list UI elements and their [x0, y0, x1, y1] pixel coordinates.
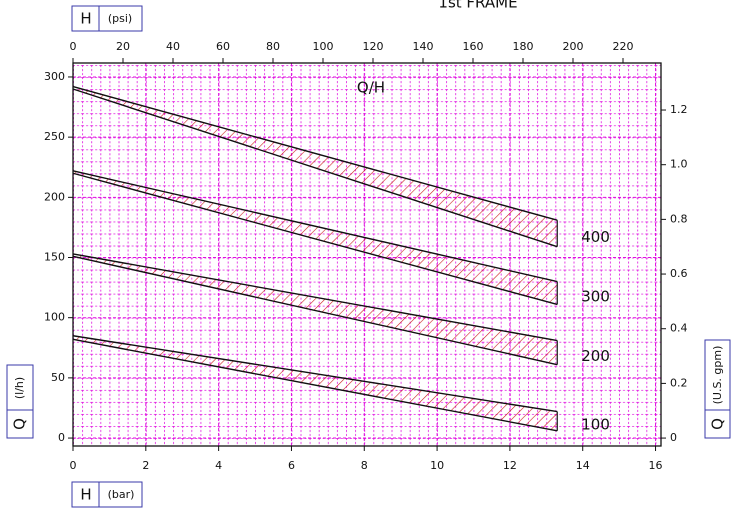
band-upper-line — [72, 253, 558, 342]
x-tick-label: 12 — [503, 459, 517, 472]
x-tick-label: 10 — [430, 459, 444, 472]
x-tick-label: 2 — [142, 459, 149, 472]
x2-tick-label: 40 — [166, 40, 180, 53]
x2-tick-label: 20 — [116, 40, 130, 53]
band-upper-line — [72, 335, 558, 413]
y-tick-label: 300 — [44, 70, 65, 83]
x2-tick-label: 80 — [266, 40, 280, 53]
x2-tick-label: 100 — [313, 40, 334, 53]
x-tick-label: 0 — [70, 459, 77, 472]
x2-label-symbol: H — [80, 10, 91, 28]
y2-label-symbol: Q — [709, 418, 727, 430]
chart-title: 1st FRAME — [438, 0, 517, 12]
y-label-box — [6, 364, 34, 439]
band-lower-line — [72, 88, 558, 248]
annotation: Q/H — [357, 79, 385, 97]
y2-tick-label: 0 — [670, 431, 677, 444]
series-label: 400 — [581, 228, 610, 246]
y2-label-unit: (U.S. gpm) — [711, 346, 724, 405]
y-tick-label: 100 — [44, 311, 65, 324]
y-label-symbol: Q — [11, 418, 29, 430]
x-tick-label: 16 — [649, 459, 663, 472]
x-label-box — [71, 481, 143, 508]
y-tick-label: 250 — [44, 130, 65, 143]
plot-frame — [72, 62, 662, 447]
x-label-symbol: H — [80, 486, 91, 504]
x2-label-box — [71, 5, 143, 32]
y2-tick-label: 1.2 — [670, 103, 688, 116]
x-tick-label: 6 — [288, 459, 295, 472]
x-label-unit: (bar) — [108, 488, 135, 501]
x2-tick-label: 120 — [363, 40, 384, 53]
y-tick-label: 150 — [44, 251, 65, 264]
band-upper-line — [72, 85, 558, 221]
y-tick-label: 50 — [51, 371, 65, 384]
series-label: 200 — [581, 347, 610, 365]
x2-tick-label: 220 — [613, 40, 634, 53]
y-tick-label: 200 — [44, 190, 65, 203]
y2-tick-label: 0.2 — [670, 376, 688, 389]
x2-tick-label: 60 — [216, 40, 230, 53]
band-upper-line — [72, 170, 558, 283]
x2-tick-label: 0 — [70, 40, 77, 53]
marks: 400 300 200 100 — [72, 85, 610, 434]
series-label: 300 — [581, 288, 610, 306]
x-tick-label: 4 — [215, 459, 222, 472]
x2-tick-label: 200 — [563, 40, 584, 53]
x-tick-label: 14 — [576, 459, 590, 472]
y2-tick-label: 0.6 — [670, 267, 688, 280]
y-tick-label: 0 — [58, 431, 65, 444]
band-area — [73, 335, 558, 431]
y-label-unit: (l/h) — [13, 377, 26, 399]
band-lower-line — [72, 172, 558, 306]
y2-tick-label: 1.0 — [670, 158, 688, 171]
x2-tick-label: 160 — [463, 40, 484, 53]
y2-label-box — [704, 339, 731, 439]
x2-label-unit: (psi) — [108, 12, 132, 25]
y2-tick-label: 0.4 — [670, 322, 688, 335]
y2-tick-label: 0.8 — [670, 212, 688, 225]
series-label: 100 — [581, 416, 610, 434]
x-tick-label: 8 — [361, 459, 368, 472]
band-lower-line — [72, 338, 558, 432]
x2-tick-label: 180 — [513, 40, 534, 53]
band-lower-line — [72, 255, 558, 366]
x2-tick-label: 140 — [413, 40, 434, 53]
